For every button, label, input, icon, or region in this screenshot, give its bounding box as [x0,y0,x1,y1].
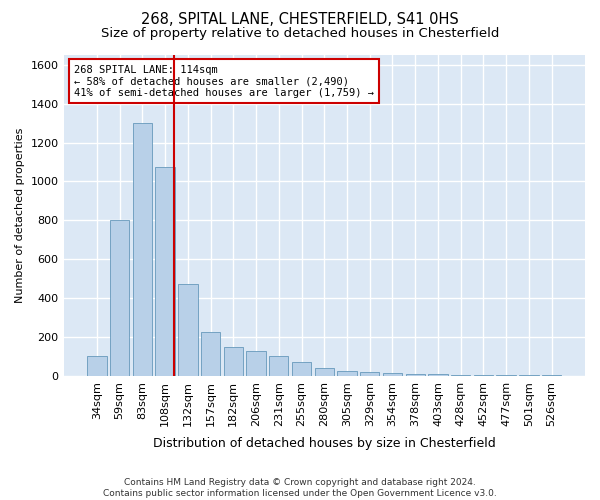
Text: 268 SPITAL LANE: 114sqm
← 58% of detached houses are smaller (2,490)
41% of semi: 268 SPITAL LANE: 114sqm ← 58% of detache… [74,64,374,98]
Bar [87,356,107,376]
Bar [406,374,425,376]
Text: Contains HM Land Registry data © Crown copyright and database right 2024.
Contai: Contains HM Land Registry data © Crown c… [103,478,497,498]
Bar [428,374,448,376]
Bar [496,375,516,376]
Bar [269,356,289,376]
Text: Size of property relative to detached houses in Chesterfield: Size of property relative to detached ho… [101,28,499,40]
Bar [292,362,311,376]
Bar [247,350,266,376]
Bar [360,372,379,376]
Bar [542,375,561,376]
X-axis label: Distribution of detached houses by size in Chesterfield: Distribution of detached houses by size … [153,437,496,450]
Bar [314,368,334,376]
Bar [519,375,539,376]
Bar [383,373,402,376]
Bar [133,123,152,376]
Bar [451,375,470,376]
Bar [110,220,130,376]
Bar [155,167,175,376]
Y-axis label: Number of detached properties: Number of detached properties [15,128,25,303]
Text: 268, SPITAL LANE, CHESTERFIELD, S41 0HS: 268, SPITAL LANE, CHESTERFIELD, S41 0HS [141,12,459,28]
Bar [224,346,243,376]
Bar [178,284,197,376]
Bar [474,375,493,376]
Bar [337,371,356,376]
Bar [201,332,220,376]
